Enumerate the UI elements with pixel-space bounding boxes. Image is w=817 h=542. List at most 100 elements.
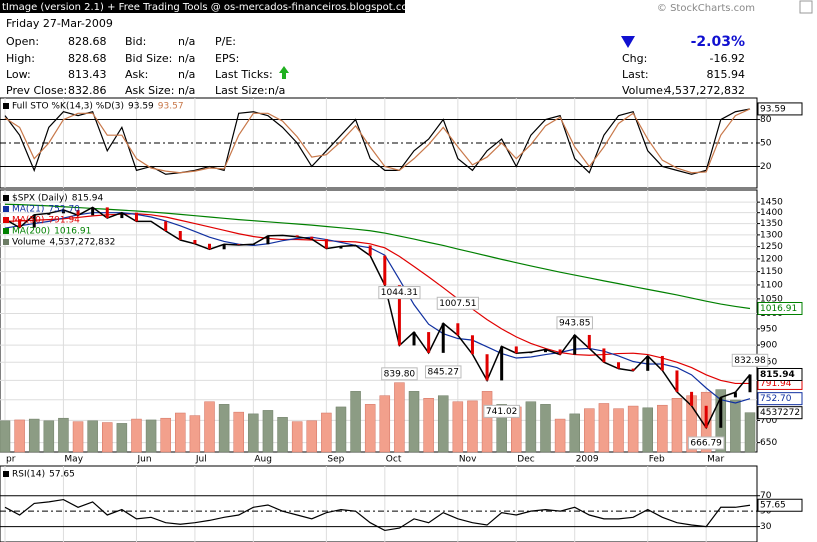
volume-bar xyxy=(116,423,128,453)
volume-bar xyxy=(525,401,537,453)
annotation-label: 943.85 xyxy=(559,318,591,328)
volume-bar xyxy=(364,404,376,453)
quote-value: n/a xyxy=(178,68,195,81)
quote-label: Last: xyxy=(622,68,649,81)
quote-label: Bid Size: xyxy=(125,52,172,65)
volume-bar xyxy=(28,418,40,453)
x-tick-label: pr xyxy=(6,455,16,465)
volume-bar xyxy=(321,412,332,453)
axis-value-box xyxy=(757,102,803,116)
volume-bar xyxy=(452,401,464,453)
quote-label: High: xyxy=(6,52,35,65)
axis-value-label: 1016.91 xyxy=(760,304,797,314)
quote-value: 813.43 xyxy=(68,68,107,81)
x-tick-label: Jun xyxy=(136,455,151,465)
volume-bar xyxy=(671,398,683,453)
series-line xyxy=(4,206,751,430)
volume-bar xyxy=(350,391,361,453)
y-tick-label: 30 xyxy=(760,522,772,532)
volume-bar xyxy=(598,403,610,453)
annotation-box xyxy=(381,367,418,381)
axis-value-box xyxy=(757,406,803,420)
x-tick-label: Sep xyxy=(327,455,344,465)
volume-bar xyxy=(102,422,113,453)
x-tick-label: Nov xyxy=(459,455,477,465)
y-tick-label: 20 xyxy=(760,162,772,172)
volume-bar xyxy=(613,408,624,453)
annotation-label: 741.02 xyxy=(486,407,518,417)
volume-bar xyxy=(467,400,478,453)
y-tick-label: 1250 xyxy=(760,242,783,252)
annotation-label: 845.27 xyxy=(427,367,459,377)
x-tick-label: Jul xyxy=(195,455,207,465)
volume-bar xyxy=(204,401,215,453)
volume-bar xyxy=(306,420,318,453)
axis-value-label: 815.94 xyxy=(760,370,795,380)
y-tick-label: 80 xyxy=(760,115,772,125)
axis-value-label: 752.70 xyxy=(760,394,792,404)
volume-bar xyxy=(14,419,25,453)
legend-name: MA(21) xyxy=(12,205,44,215)
quote-value: -16.92 xyxy=(710,52,745,65)
volume-bar xyxy=(481,391,493,453)
series-line xyxy=(4,108,751,174)
volume-bar xyxy=(291,421,303,453)
quote-value: n/a xyxy=(178,52,195,65)
legend-name: $SPX (Daily) xyxy=(12,194,68,204)
volume-bar xyxy=(569,413,580,453)
volume-bar xyxy=(145,419,157,453)
legend-name: MA(200) xyxy=(12,227,50,237)
series-line xyxy=(4,212,751,404)
y-tick-label: 70 xyxy=(760,491,772,501)
y-tick-label: 1200 xyxy=(760,254,783,264)
x-tick-label: Mar xyxy=(707,455,724,465)
legend-swatch xyxy=(3,103,9,109)
legend-swatch xyxy=(3,217,9,223)
window-box xyxy=(799,0,813,14)
axis-value-label: 4537272 xyxy=(760,408,800,418)
legend-value: 4,537,272,832 xyxy=(49,238,115,248)
volume-bar xyxy=(394,382,405,453)
panel-title: RSI(14) xyxy=(12,470,45,480)
volume-bar xyxy=(87,420,98,453)
series-line xyxy=(4,498,751,532)
quote-label: Ask: xyxy=(125,68,148,81)
series-line xyxy=(4,108,751,175)
volume-bar xyxy=(379,395,391,453)
legend-value: 815.94 xyxy=(72,194,104,204)
quote-label: Chg: xyxy=(622,52,647,65)
x-tick-label: Oct xyxy=(386,455,402,465)
axis-value-box xyxy=(757,367,803,381)
y-tick-label: 1350 xyxy=(760,219,783,229)
volume-bar xyxy=(627,405,639,453)
quote-label: Last Size: xyxy=(215,84,268,97)
title-bar-text: tImage (version 2.1) + Free Trading Tool… xyxy=(2,2,417,13)
legend-swatch xyxy=(3,195,9,201)
quote-label: Ask Size: xyxy=(125,84,174,97)
volume-bar xyxy=(335,406,347,453)
volume-bar xyxy=(43,420,55,453)
axis-value-box xyxy=(757,498,803,512)
watermark: © StockCharts.com xyxy=(657,3,755,14)
quote-value: 828.68 xyxy=(68,35,107,48)
volume-bar xyxy=(584,408,595,453)
quote-value: 832.86 xyxy=(68,84,107,97)
legend-name: MA(50) xyxy=(12,216,44,226)
down-triangle xyxy=(621,36,635,48)
volume-bar xyxy=(730,399,741,453)
quote-change-percent: -2.03% xyxy=(691,34,745,50)
legend-value: 57.65 xyxy=(49,470,75,480)
annotation-box xyxy=(556,316,593,330)
annotation-label: 1007.51 xyxy=(439,299,476,309)
volume-bar xyxy=(218,404,230,453)
quote-label: Prev Close: xyxy=(6,84,67,97)
legend-value: 93.57 xyxy=(158,102,184,112)
quote-label: Volume: xyxy=(622,84,667,97)
axis-value-label: 93.59 xyxy=(760,104,786,114)
quote-value: n/a xyxy=(268,84,285,97)
volume-bar xyxy=(554,418,566,453)
annotation-box xyxy=(687,436,725,450)
legend-value: 93.59 xyxy=(128,102,154,112)
axis-value-label: 791.94 xyxy=(760,379,792,389)
y-tick-label: 900 xyxy=(760,341,777,351)
